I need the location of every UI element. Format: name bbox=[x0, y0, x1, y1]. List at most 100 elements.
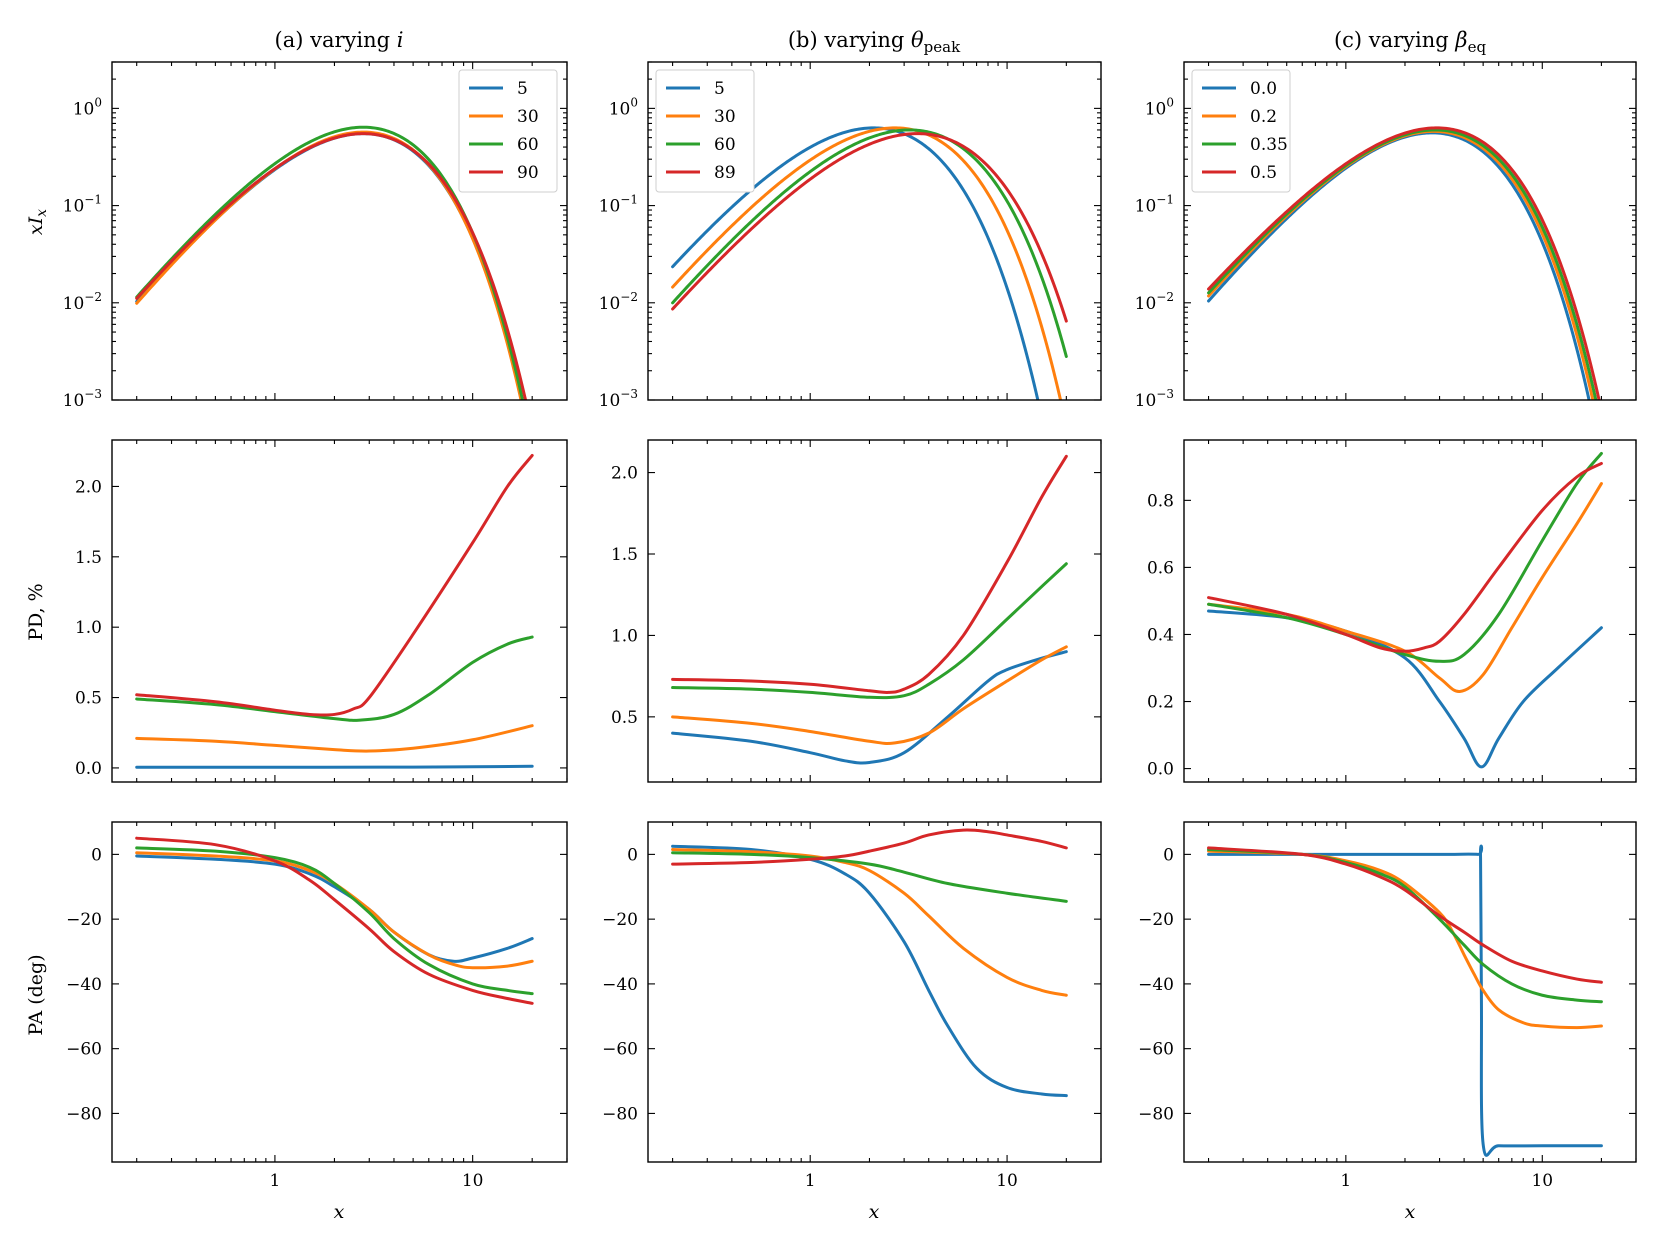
y-tick-label: 10−1 bbox=[1135, 193, 1174, 217]
series-group bbox=[135, 453, 534, 769]
y-tick-label: 10−3 bbox=[63, 387, 102, 411]
axes-frame bbox=[647, 821, 1102, 1163]
y-tick-label: 10−2 bbox=[1135, 290, 1174, 314]
y-tick-label: 0.0 bbox=[75, 759, 102, 779]
y-tick-label: 10−2 bbox=[63, 290, 102, 314]
legend: 5 30 60 89 bbox=[655, 69, 755, 193]
series-group bbox=[1207, 844, 1603, 1157]
series-line-0.35 bbox=[1207, 128, 1598, 400]
legend-label: 89 bbox=[714, 163, 736, 183]
x-tick-label: 1 bbox=[805, 1171, 816, 1191]
panel-c-spectrum: 10−3 10−2 10−1 100 0.0 0.2 0.35 0.5 bbox=[1135, 61, 1637, 411]
y-tick-label: −20 bbox=[66, 910, 102, 930]
y-tick-label: 0 bbox=[627, 845, 638, 865]
panel-a-spectrum: 10−3 10−2 10−1 100 5 30 60 90 bbox=[63, 61, 568, 411]
series-line-0.0 bbox=[1207, 609, 1603, 769]
y-tick-label: 100 bbox=[1145, 95, 1174, 119]
y-tick-label: 10−3 bbox=[599, 387, 638, 411]
y-tick-label: 0.5 bbox=[75, 689, 102, 709]
y-tick-label: 10−1 bbox=[63, 193, 102, 217]
y-tick-label: 1.0 bbox=[611, 626, 638, 646]
xlabel-c: x bbox=[1405, 1201, 1416, 1223]
y-tick-label: −60 bbox=[602, 1040, 638, 1060]
series-line-5 bbox=[671, 844, 1068, 1098]
x-tick-label: 10 bbox=[1531, 1171, 1553, 1191]
series-line-89 bbox=[671, 828, 1068, 866]
series-line-5 bbox=[671, 126, 1040, 400]
panel-c-pd: 0.0 0.2 0.4 0.6 0.8 bbox=[1147, 439, 1637, 783]
series-line-30 bbox=[135, 724, 534, 753]
axes-frame bbox=[647, 61, 1102, 401]
y-tick-label: 0 bbox=[91, 845, 102, 865]
y-tick-label: −20 bbox=[602, 910, 638, 930]
series-line-60 bbox=[671, 128, 1068, 358]
x-tick-label: 1 bbox=[270, 1171, 281, 1191]
series-line-0.5 bbox=[1207, 461, 1603, 653]
series-group bbox=[671, 126, 1068, 400]
legend: 5 30 60 90 bbox=[458, 69, 558, 193]
legend-label: 5 bbox=[517, 79, 528, 99]
series-line-0.5 bbox=[1207, 846, 1603, 984]
y-tick-label: 1.0 bbox=[75, 618, 102, 638]
y-tick-label: −20 bbox=[1138, 910, 1174, 930]
series-line-0.35 bbox=[1207, 848, 1603, 1004]
series-group bbox=[671, 828, 1068, 1098]
series-line-90 bbox=[135, 453, 534, 717]
legend-label: 5 bbox=[714, 79, 725, 99]
series-line-89 bbox=[671, 132, 1068, 323]
x-tick-label: 10 bbox=[462, 1171, 484, 1191]
panel-a-pa: 1 10 0 −20 −40 −60 −80 bbox=[66, 821, 568, 1191]
series-line-30 bbox=[135, 851, 534, 970]
legend: 0.0 0.2 0.35 0.5 bbox=[1191, 69, 1291, 193]
y-tick-label: 0 bbox=[1163, 845, 1174, 865]
x-tick-label: 10 bbox=[996, 1171, 1018, 1191]
y-tick-label: −60 bbox=[1138, 1040, 1174, 1060]
panel-b-pd: 0.5 1.0 1.5 2.0 bbox=[611, 439, 1102, 783]
y-tick-label: 2.0 bbox=[75, 477, 102, 497]
axes-frame bbox=[1183, 821, 1637, 1163]
legend-label: 30 bbox=[517, 107, 539, 127]
panel-b-spectrum: 10−3 10−2 10−1 100 5 30 60 89 bbox=[599, 61, 1102, 411]
y-tick-label: −80 bbox=[602, 1104, 638, 1124]
axes-frame bbox=[111, 61, 568, 401]
y-tick-label: 0.0 bbox=[1147, 760, 1174, 780]
legend-label: 60 bbox=[714, 135, 736, 155]
axes-frame bbox=[1183, 61, 1637, 401]
ylabel-pd: PD, % bbox=[25, 583, 47, 640]
series-line-0.35 bbox=[1207, 451, 1603, 663]
series-line-0.2 bbox=[1207, 482, 1603, 693]
legend-label: 0.0 bbox=[1250, 79, 1277, 99]
xlabel-b: x bbox=[869, 1201, 880, 1223]
series-group bbox=[1207, 126, 1601, 400]
series-line-90 bbox=[135, 132, 528, 400]
y-tick-label: 0.4 bbox=[1147, 625, 1174, 645]
legend-label: 0.5 bbox=[1250, 163, 1277, 183]
legend-box bbox=[1191, 69, 1291, 193]
y-tick-label: −40 bbox=[1138, 975, 1174, 995]
y-tick-label: 2.0 bbox=[611, 464, 638, 484]
y-tick-label: −40 bbox=[66, 975, 102, 995]
ylabel-pa: PA (deg) bbox=[25, 954, 47, 1035]
y-tick-label: 0.6 bbox=[1147, 558, 1174, 578]
xlabel-a: x bbox=[334, 1201, 345, 1223]
series-line-30 bbox=[671, 126, 1063, 400]
column-title-c: (c) varying βeq bbox=[1334, 28, 1487, 56]
legend-label: 0.2 bbox=[1250, 107, 1277, 127]
x-tick-label: 1 bbox=[1340, 1171, 1351, 1191]
legend-box bbox=[655, 69, 755, 193]
y-tick-label: 1.5 bbox=[611, 545, 638, 565]
y-tick-label: −80 bbox=[1138, 1104, 1174, 1124]
column-title-b: (b) varying θpeak bbox=[788, 28, 961, 56]
series-line-30 bbox=[671, 645, 1068, 745]
series-group bbox=[135, 125, 528, 400]
series-line-5 bbox=[135, 854, 534, 963]
ylabel-spectrum: xIx bbox=[25, 209, 50, 235]
series-line-30 bbox=[671, 848, 1068, 997]
y-tick-label: 10−2 bbox=[599, 290, 638, 314]
series-line-89 bbox=[671, 454, 1068, 694]
panels: 10−310−210−1100530609010−310−210−1100530… bbox=[63, 61, 1637, 1191]
series-line-5 bbox=[671, 650, 1068, 765]
axes-frame bbox=[1183, 439, 1637, 783]
axes-frame bbox=[111, 439, 568, 783]
